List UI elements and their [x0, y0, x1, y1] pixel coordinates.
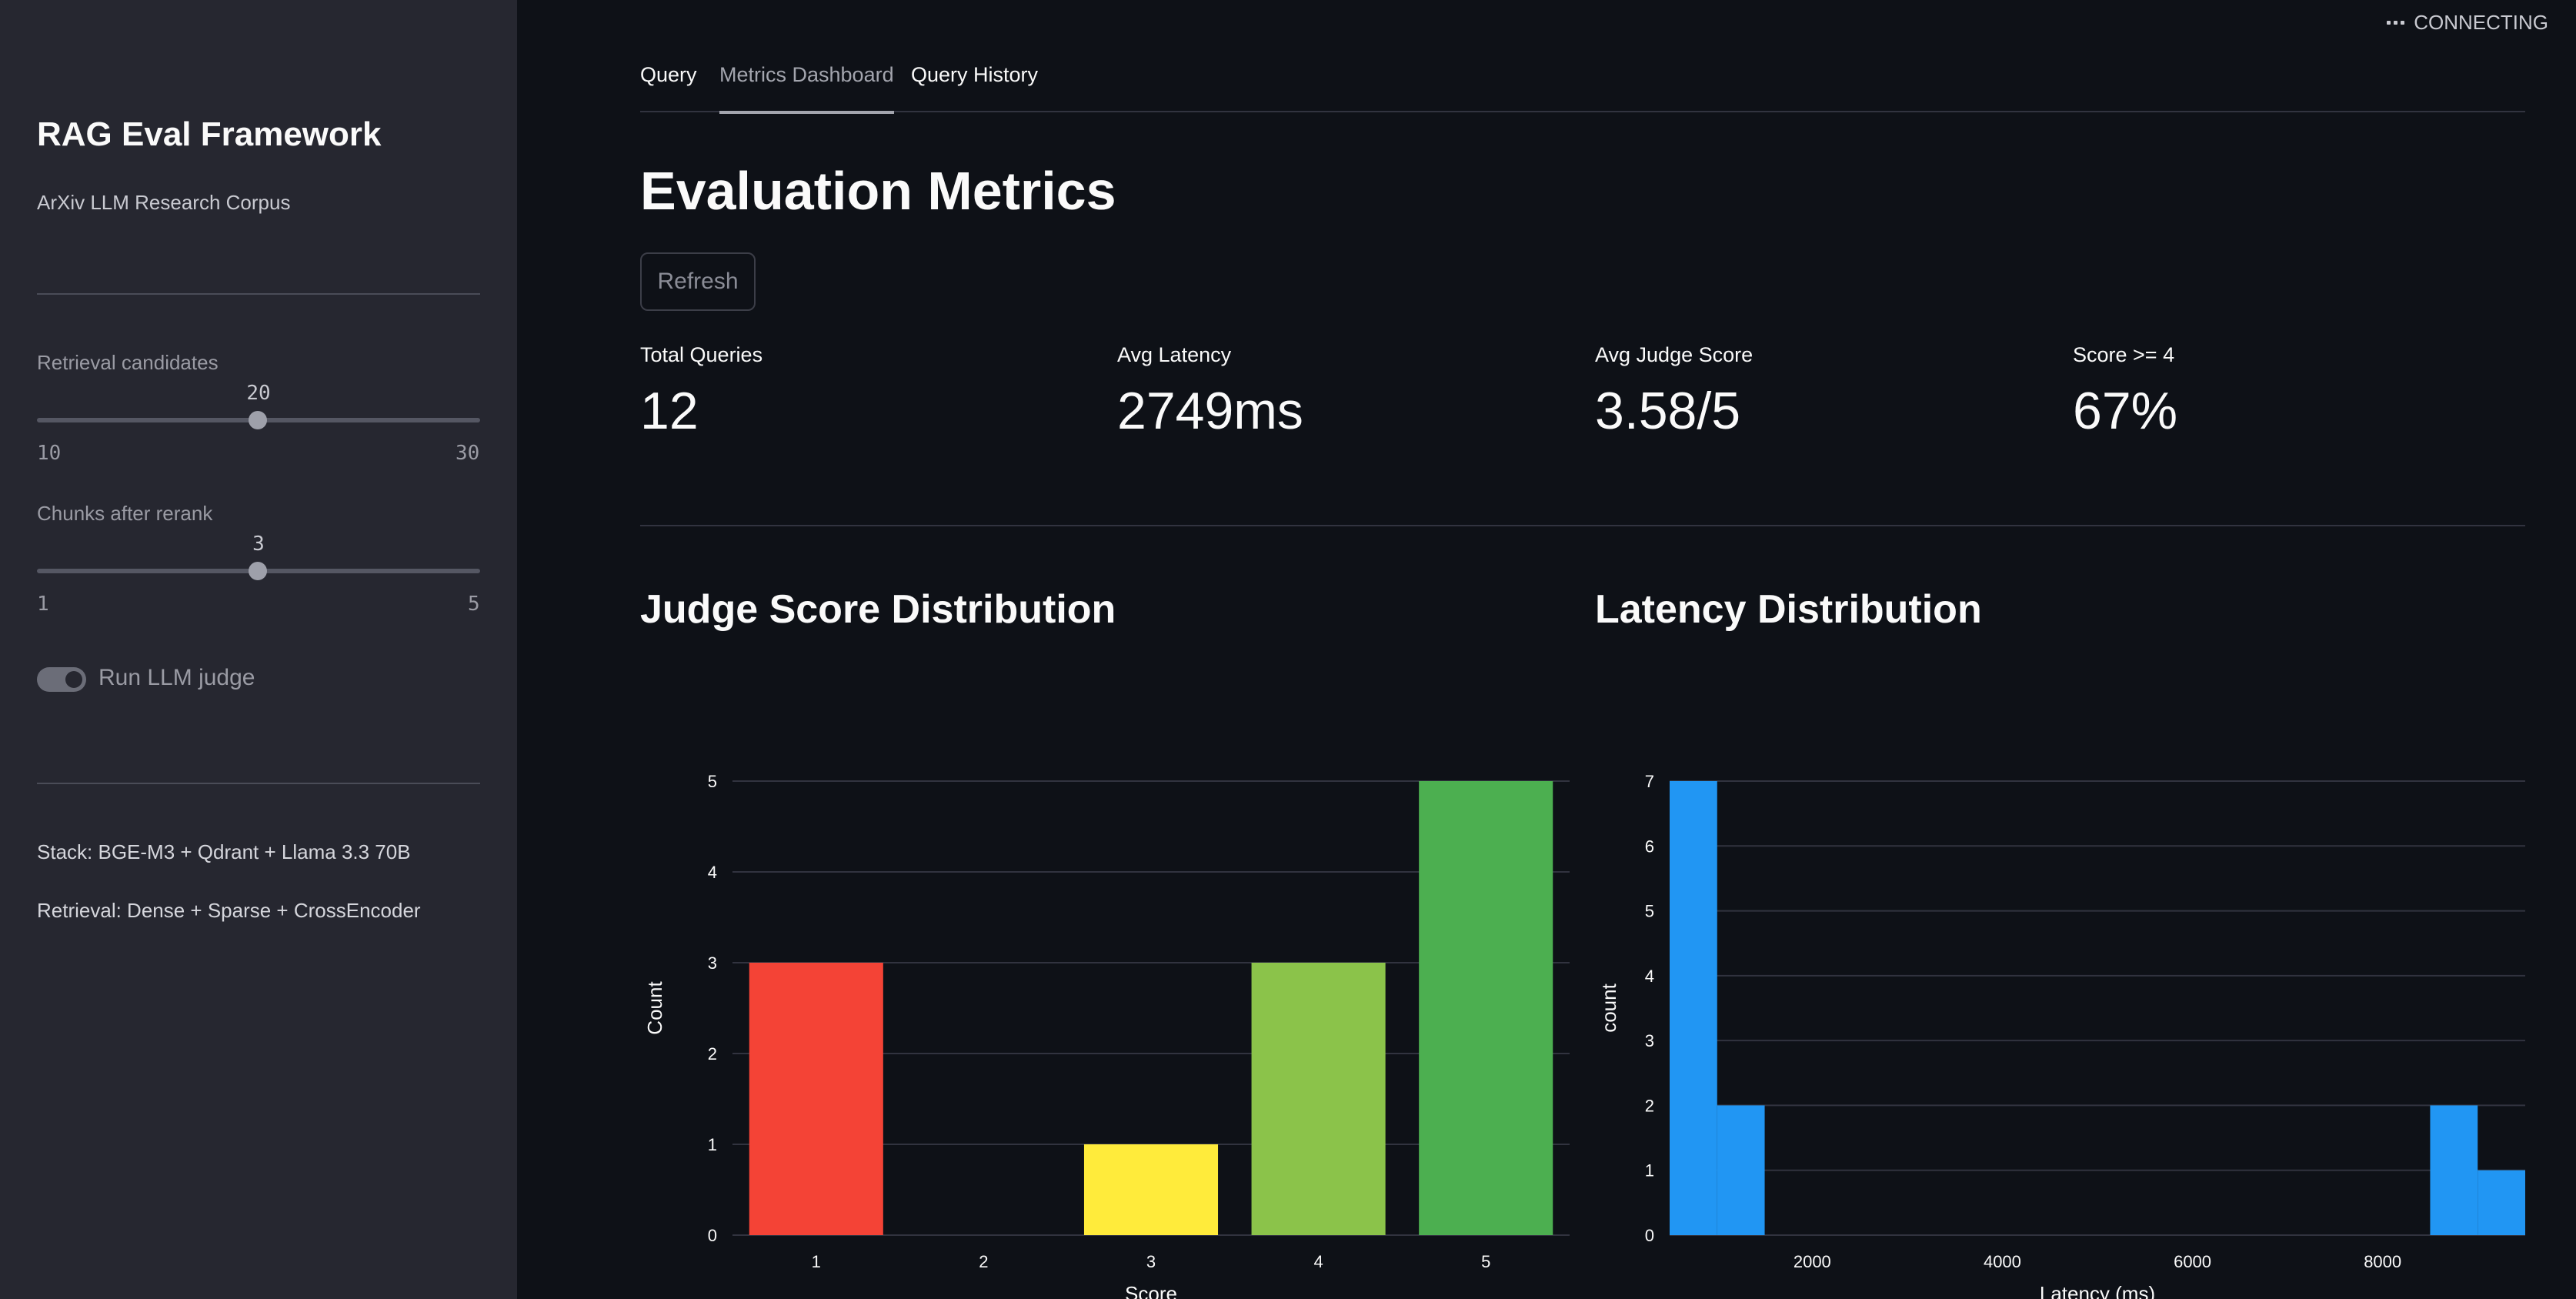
stack-info: Stack: BGE-M3 + Qdrant + Llama 3.3 70B — [37, 840, 411, 863]
x-tick-label: 2000 — [1794, 1252, 1831, 1271]
sidebar-divider — [37, 783, 480, 784]
x-tick-label: 1 — [812, 1252, 821, 1271]
y-tick-label: 5 — [708, 772, 717, 791]
y-tick-label: 6 — [1645, 837, 1654, 856]
chunks-after-rerank-label: Chunks after rerank — [37, 502, 213, 525]
x-tick-label: 3 — [1146, 1252, 1156, 1271]
retrieval-candidates-thumb[interactable] — [249, 411, 267, 429]
y-tick-label: 2 — [708, 1044, 717, 1064]
run-llm-judge-toggle[interactable] — [37, 667, 86, 692]
bar-score-1 — [749, 963, 883, 1235]
metric-value: 3.58/5 — [1595, 382, 1741, 440]
corpus-subtitle: ArXiv LLM Research Corpus — [37, 191, 291, 214]
y-tick-label: 0 — [1645, 1226, 1654, 1245]
run-llm-judge-label: Run LLM judge — [98, 665, 255, 690]
retrieval-candidates-max: 30 — [455, 442, 480, 465]
metric-value: 2749ms — [1117, 382, 1303, 440]
tab-bar: Query Metrics Dashboard Query History — [640, 63, 2525, 114]
x-tick-label: 5 — [1481, 1252, 1490, 1271]
y-tick-label: 1 — [1645, 1161, 1654, 1180]
latency-chart[interactable]: 0 1 2 3 4 5 6 7 2000 4000 6000 8000 Latency (ms) coun… — [1585, 739, 2539, 1299]
app-title: RAG Eval Framework — [37, 115, 382, 153]
metric-label: Avg Latency — [1117, 343, 1232, 366]
metric-value: 67% — [2073, 382, 2178, 440]
chunks-after-rerank-value: 3 — [252, 533, 265, 556]
retrieval-info: Retrieval: Dense + Sparse + CrossEncoder — [37, 899, 421, 922]
chunks-after-rerank-max: 5 — [468, 593, 480, 616]
judge-score-chart-title: Judge Score Distribution — [640, 587, 1116, 632]
x-axis-label: Score — [1125, 1282, 1177, 1299]
section-divider — [640, 525, 2525, 526]
y-tick-label: 3 — [708, 953, 717, 973]
y-axis-label: count — [1597, 983, 1620, 1032]
tab-query[interactable]: Query — [640, 63, 697, 86]
x-tick-label: 4 — [1313, 1252, 1323, 1271]
x-tick-label: 2 — [979, 1252, 988, 1271]
refresh-button[interactable]: Refresh — [640, 252, 756, 311]
y-tick-label: 1 — [708, 1135, 717, 1154]
sidebar-divider — [37, 293, 480, 295]
histogram-bar-0 — [1670, 781, 1717, 1235]
y-tick-label: 0 — [708, 1226, 717, 1245]
y-tick-label: 5 — [1645, 902, 1654, 921]
metric-label: Score >= 4 — [2073, 343, 2175, 366]
metric-avg-judge-score: Avg Judge Score 3.58/5 — [1595, 343, 1753, 441]
x-tick-label: 4000 — [1984, 1252, 2021, 1271]
x-axis-label: Latency (ms) — [2040, 1282, 2155, 1299]
histogram-bar-3 — [2478, 1170, 2525, 1235]
page-title: Evaluation Metrics — [640, 161, 1116, 221]
chunks-after-rerank-thumb[interactable] — [249, 562, 267, 580]
x-tick-label: 8000 — [2364, 1252, 2401, 1271]
more-dots-icon — [2387, 21, 2405, 25]
retrieval-candidates-label: Retrieval candidates — [37, 351, 219, 374]
bar-score-4 — [1251, 963, 1386, 1235]
judge-score-chart[interactable]: 0 1 2 3 4 5 1 2 3 4 5 Score Count — [631, 739, 1585, 1299]
metric-score-ge-4: Score >= 4 67% — [2073, 343, 2177, 441]
y-tick-label: 2 — [1645, 1096, 1654, 1115]
bar-score-3 — [1083, 1144, 1219, 1235]
metric-total-queries: Total Queries 12 — [640, 343, 762, 441]
sidebar: RAG Eval Framework ArXiv LLM Research Co… — [0, 0, 517, 1299]
y-tick-label: 7 — [1645, 772, 1654, 791]
toggle-knob — [65, 671, 82, 688]
histogram-bar-2 — [2430, 1105, 2478, 1235]
chunks-after-rerank-min: 1 — [37, 593, 49, 616]
connection-status-label: CONNECTING — [2414, 11, 2548, 34]
tab-query-history[interactable]: Query History — [911, 63, 1039, 86]
latency-chart-title: Latency Distribution — [1595, 587, 1982, 632]
retrieval-candidates-min: 10 — [37, 442, 62, 465]
y-tick-label: 4 — [708, 863, 717, 882]
metric-label: Total Queries — [640, 343, 763, 366]
retrieval-candidates-value: 20 — [246, 382, 271, 405]
y-tick-label: 3 — [1645, 1031, 1654, 1050]
metric-avg-latency: Avg Latency 2749ms — [1117, 343, 1303, 441]
tab-metrics-dashboard[interactable]: Metrics Dashboard — [719, 63, 894, 114]
metric-value: 12 — [640, 382, 699, 440]
connection-status: CONNECTING — [2387, 11, 2548, 35]
y-tick-label: 4 — [1645, 967, 1654, 986]
histogram-bar-1 — [1717, 1105, 1765, 1235]
x-tick-label: 6000 — [2174, 1252, 2211, 1271]
metric-label: Avg Judge Score — [1595, 343, 1753, 366]
y-axis-label: Count — [643, 981, 666, 1035]
bar-score-5 — [1419, 781, 1553, 1235]
